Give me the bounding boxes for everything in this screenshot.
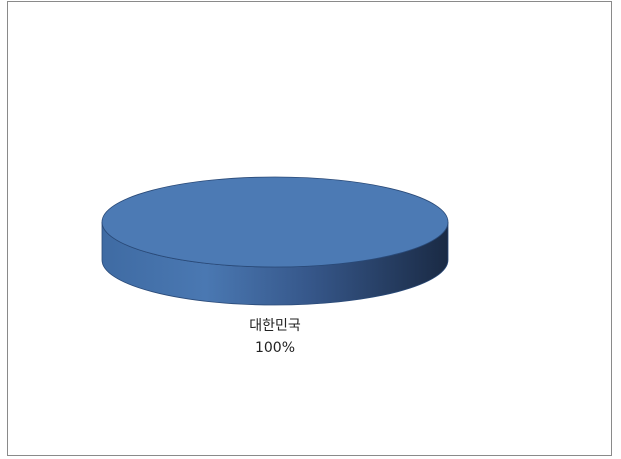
slice-category-label: 대한민국	[249, 318, 301, 334]
pie-slice-1	[101, 176, 449, 268]
slice-percent-label: 100%	[254, 340, 296, 356]
slice-data-label: 대한민국 100%	[195, 315, 355, 359]
